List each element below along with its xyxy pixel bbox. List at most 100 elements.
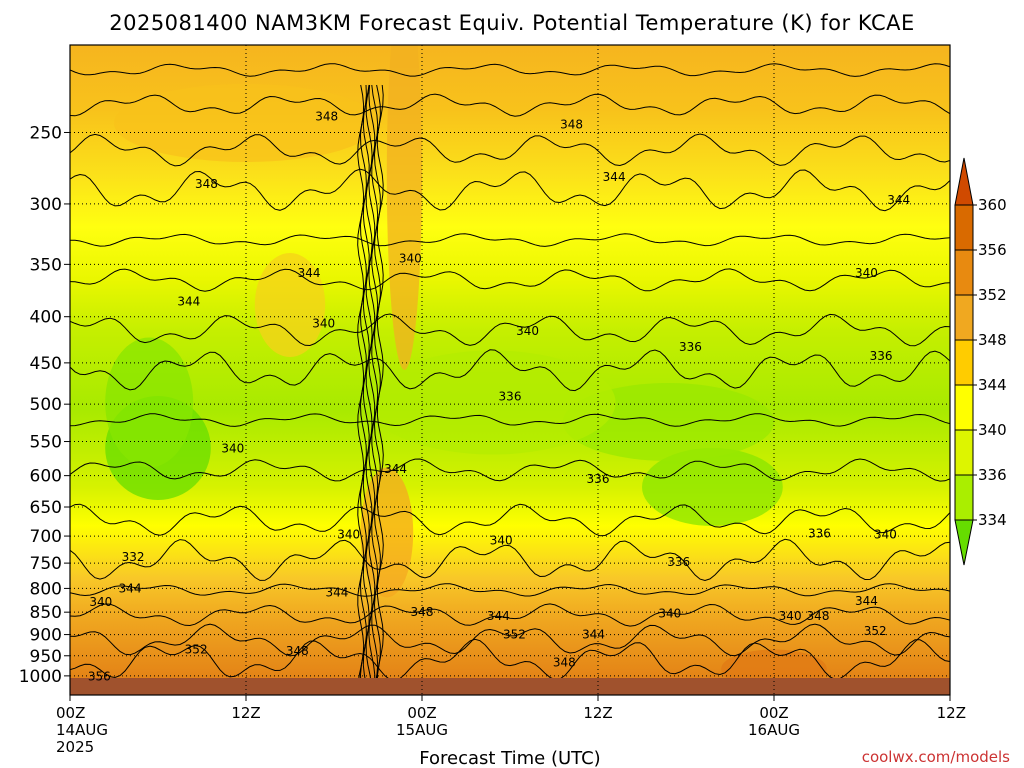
colorbar-arrow-bottom [954,519,974,566]
contour-line [70,623,950,657]
contour-line [376,84,384,686]
x-tick-label: 16AUG [748,721,800,739]
credit-text: coolwx.com/models [862,748,1010,766]
colorbar-label: 334 [978,511,1007,529]
ground-mask [70,678,950,695]
contour-label: 348 [286,644,309,658]
contour-label: 344 [384,462,407,476]
contour-line [70,458,950,482]
colorbar-segment [954,384,974,431]
x-tick-label: 00Z [759,704,788,722]
contour-label: 340 [312,317,335,331]
x-tick-label: 12Z [231,704,260,722]
contour-label: 352 [185,643,208,657]
chart-title: 2025081400 NAM3KM Forecast Equiv. Potent… [109,11,915,35]
contour-line [70,413,950,427]
field-blob [562,383,775,461]
contour-line [70,233,950,247]
y-tick-label: 350 [30,255,62,275]
y-tick-label: 250 [30,123,62,143]
contour-label: 356 [88,669,111,683]
y-tick-label: 1000 [19,667,62,687]
colorbar-label: 336 [978,466,1007,484]
contour-label: 336 [808,526,831,540]
contour-line [70,538,950,582]
contour-label: 348 [553,656,576,670]
contour-label: 348 [807,609,830,623]
y-tick-label: 650 [30,498,62,518]
colorbar-segment [954,249,974,296]
colorbar-segment [954,429,974,476]
contour-line [70,268,950,292]
contour-label: 340 [874,527,897,541]
y-tick-label: 750 [30,554,62,574]
y-tick-label: 500 [30,395,62,415]
contour-label: 348 [560,118,583,132]
contour-line [70,168,950,212]
colorbar-segment [954,204,974,251]
contour-line [70,133,950,167]
x-tick-label: 00Z [407,704,436,722]
y-tick-label: 850 [30,603,62,623]
field-blob [114,84,378,162]
colorbar-arrow-top [954,157,974,206]
contour-label: 344 [487,609,510,623]
contour-label: 344 [298,266,321,280]
contour-label: 340 [658,607,681,621]
colorbar-label: 360 [978,196,1007,214]
contour-line [70,603,950,627]
colorbar-segment [954,474,974,521]
plot-frame [69,44,951,696]
contour-label: 340 [779,609,802,623]
colorbar-label: 344 [978,376,1007,394]
y-axis: 250 300 350 400 450 500 550 600 650 700 750 800 850 9… [19,123,70,687]
contour-label: 344 [119,581,142,595]
y-tick-label: 950 [30,647,62,667]
contour-line [70,313,950,347]
field-blobs [105,45,827,689]
contour-label: 336 [499,389,522,403]
contour-line [70,583,950,597]
contour-lines [70,63,950,686]
plot-area [70,45,950,695]
contour-label: 348 [411,605,434,619]
colorbar-segment [954,294,974,341]
contour-label: 336 [870,349,893,363]
contour-label: 344 [177,295,200,309]
y-tick-label: 600 [30,467,62,487]
contour-label: 332 [122,550,145,564]
contour-line [70,63,950,77]
y-tick-label: 900 [30,626,62,646]
contour-label: 340 [221,442,244,456]
y-tick-label: 550 [30,433,62,453]
contour-line [368,84,376,686]
colorbar-segment [954,339,974,386]
colorbar-label: 352 [978,286,1007,304]
x-tick-label: 12Z [937,704,966,722]
field-blob [360,467,414,598]
contour-label: 340 [337,527,360,541]
contour-label: 344 [603,170,626,184]
x-axis-title: Forecast Time (UTC) [419,748,600,768]
x-tick-label: 00Z [56,704,85,722]
contour-label: 340 [399,252,422,266]
colorbar-label: 348 [978,331,1007,349]
contour-label: 340 [516,324,539,338]
y-tick-label: 800 [30,579,62,599]
contour-line [70,93,950,117]
field-blob [254,253,326,357]
contour-label: 336 [679,340,702,354]
colorbar-label: 340 [978,421,1007,439]
contour-labels: 348 348 348 344 344 340 344 340 344 340 340 336 336 3… [88,109,910,683]
field-blob [386,45,422,370]
contour-label: 348 [315,109,338,123]
field-blob [369,350,616,455]
contour-line [70,503,950,537]
x-tick-label: 14AUG [56,721,108,739]
contour-line [365,84,373,686]
x-tick-label: 15AUG [396,721,448,739]
contour-label: 348 [195,177,218,191]
colorbar: 360 356 352 348 344 340 336 334 [954,157,1007,566]
y-tick-label: 700 [30,527,62,547]
